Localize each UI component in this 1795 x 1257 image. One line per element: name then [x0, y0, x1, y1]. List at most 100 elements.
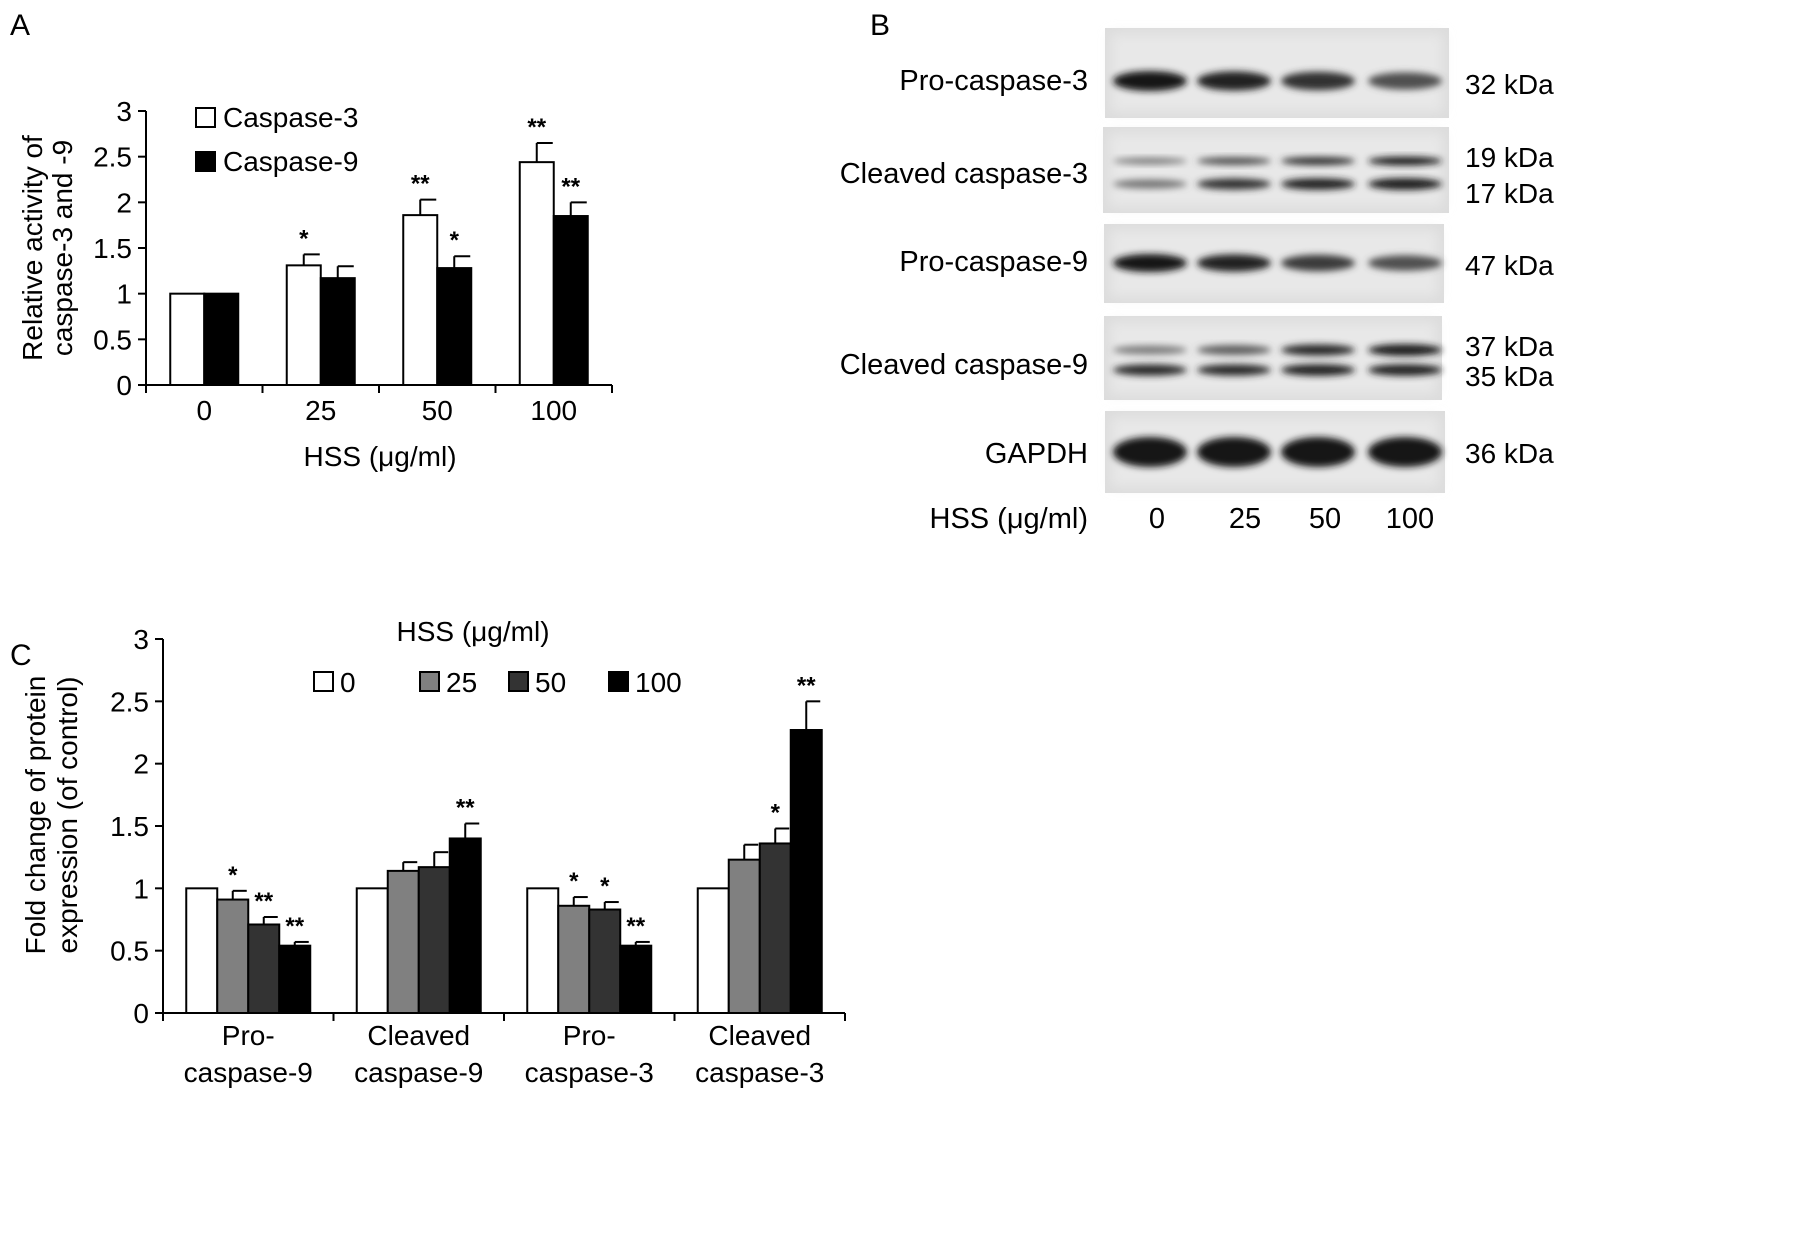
- legend-label: Caspase-3: [223, 102, 358, 133]
- y-axis-title-line: Relative activity of: [17, 135, 48, 361]
- bar-c-s2-c0: [247, 923, 281, 1015]
- blot-row-label: Pro-caspase-9: [899, 246, 1088, 278]
- x-tick-label: Pro-: [563, 1020, 616, 1051]
- significance-mark: **: [561, 173, 580, 200]
- x-tick-label: 25: [305, 395, 336, 426]
- bar-c-s3-c3: [789, 729, 823, 1014]
- legend-label: 50: [535, 667, 566, 698]
- bar-c-s3-c0: [278, 944, 312, 1014]
- blot-band: [1113, 157, 1187, 165]
- blot-band: [1368, 255, 1442, 271]
- y-tick-label: 1: [116, 279, 132, 310]
- panel-letter-a: A: [10, 9, 30, 42]
- blot-band: [1197, 254, 1271, 272]
- bar-a-s0-c1: [285, 264, 322, 386]
- blot-lane-label: 0: [1149, 503, 1165, 535]
- y-tick-label: 2: [133, 749, 149, 780]
- bar-c-s1-c1: [386, 869, 420, 1014]
- y-tick-label: 0.5: [110, 936, 149, 967]
- y-axis-title-line: caspase-3 and -9: [47, 140, 78, 356]
- blot-band: [1113, 179, 1187, 189]
- x-tick-label: Cleaved: [367, 1020, 470, 1051]
- legend-label: Caspase-9: [223, 146, 358, 177]
- blot-band: [1281, 178, 1355, 190]
- bar-c-s2-c2: [588, 908, 622, 1015]
- blot-band: [1368, 437, 1442, 467]
- y-tick-label: 0.5: [93, 324, 132, 355]
- legend-swatch: [195, 151, 216, 172]
- legend-title: HSS (μg/ml): [396, 616, 549, 647]
- y-axis-title-line: Fold change of protein: [20, 676, 51, 955]
- y-tick-label: 1: [133, 873, 149, 904]
- panel-letter-c: C: [10, 639, 32, 672]
- bar-a-s1-c1: [319, 277, 356, 387]
- bar-a-s0-c0: [169, 292, 206, 386]
- bar-a-s1-c2: [436, 267, 473, 386]
- significance-mark: *: [450, 227, 460, 254]
- blot-membrane-sheen: [1110, 322, 1436, 394]
- x-tick-label: caspase-9: [184, 1057, 313, 1088]
- blot-kda-label: 36 kDa: [1465, 438, 1554, 469]
- blot-row-label: Pro-caspase-3: [899, 65, 1088, 97]
- legend-label: 25: [446, 667, 477, 698]
- significance-mark: *: [771, 799, 781, 826]
- y-tick-label: 0: [133, 998, 149, 1029]
- significance-mark: **: [456, 795, 475, 822]
- blot-band: [1281, 437, 1355, 467]
- legend-label: 100: [635, 667, 682, 698]
- y-tick-label: 3: [133, 624, 149, 655]
- significance-mark: **: [626, 913, 645, 940]
- bar-c-s1-c0: [216, 898, 250, 1015]
- y-tick-label: 1.5: [93, 233, 132, 264]
- blot-band: [1197, 345, 1271, 355]
- legend-swatch: [313, 671, 334, 692]
- bar-c-s0-c3: [696, 887, 730, 1014]
- y-tick-label: 2.5: [110, 686, 149, 717]
- blot-band: [1281, 254, 1355, 272]
- blot-band: [1281, 71, 1355, 91]
- y-tick-label: 3: [116, 96, 132, 127]
- bar-c-s3-c1: [448, 837, 482, 1015]
- blot-band: [1197, 71, 1271, 91]
- bar-c-s1-c3: [727, 858, 761, 1014]
- bar-a-s1-c0: [203, 292, 240, 386]
- bar-c-s2-c1: [417, 866, 451, 1015]
- y-axis-title-line: expression (of control): [52, 676, 83, 953]
- blot-row-label: GAPDH: [985, 438, 1088, 470]
- x-tick-label: Pro-: [222, 1020, 275, 1051]
- blot-kda-label: 32 kDa: [1465, 69, 1554, 100]
- legend-swatch: [608, 671, 629, 692]
- bar-c-s2-c3: [758, 842, 792, 1014]
- blot-band: [1368, 156, 1442, 166]
- significance-mark: **: [254, 888, 273, 915]
- y-tick-label: 2: [116, 187, 132, 218]
- significance-mark: *: [569, 868, 579, 895]
- blot-kda-label: 47 kDa: [1465, 250, 1554, 281]
- blot-lane-label: 100: [1386, 503, 1434, 535]
- blot-kda-label: 35 kDa: [1465, 361, 1554, 392]
- x-axis-title: HSS (μg/ml): [303, 441, 456, 472]
- legend-swatch: [419, 671, 440, 692]
- blot-band: [1113, 254, 1187, 272]
- western-blot-b: Pro-caspase-3 32 kDa Cleaved caspase-3 19 k…: [840, 28, 1554, 535]
- blot-band: [1113, 71, 1187, 91]
- blot-band: [1197, 437, 1271, 467]
- legend-label: 0: [340, 667, 356, 698]
- significance-mark: *: [299, 225, 309, 252]
- x-tick-label: Cleaved: [708, 1020, 811, 1051]
- legend-swatch: [195, 107, 216, 128]
- x-tick-label: caspase-3: [695, 1057, 824, 1088]
- blot-band: [1281, 364, 1355, 376]
- y-tick-label: 1.5: [110, 811, 149, 842]
- blot-band: [1113, 364, 1187, 376]
- significance-mark: **: [797, 672, 816, 699]
- significance-mark: **: [527, 114, 546, 141]
- blot-band: [1368, 178, 1442, 190]
- blot-kda-label: 19 kDa: [1465, 142, 1554, 173]
- blot-membrane-sheen: [1109, 133, 1443, 207]
- blot-band: [1368, 72, 1442, 90]
- x-tick-label: caspase-9: [354, 1057, 483, 1088]
- significance-mark: **: [411, 171, 430, 198]
- blot-band: [1197, 364, 1271, 376]
